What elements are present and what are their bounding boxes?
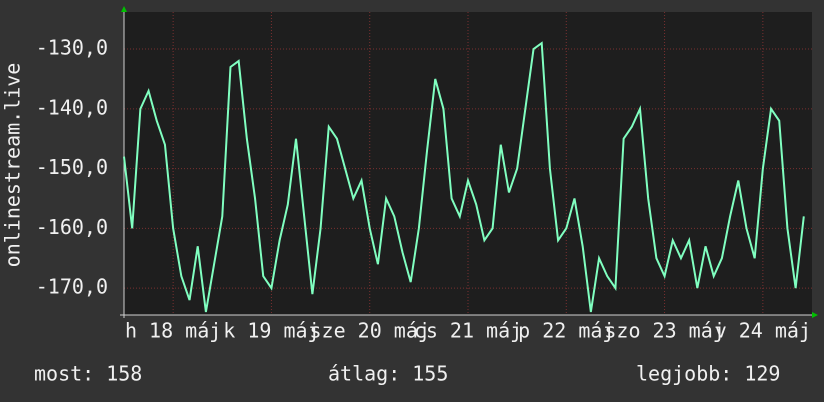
x-tick-label: h 18 máj: [125, 319, 221, 343]
y-tick-label: -140,0: [36, 95, 108, 119]
y-axis-label: onlinestream.live: [1, 63, 25, 268]
y-tick-label: -150,0: [36, 155, 108, 179]
data-line: [123, 41, 805, 313]
y-tick-label: -170,0: [36, 275, 108, 299]
y-tick-label: -160,0: [36, 215, 108, 239]
y-arrow: [121, 6, 127, 12]
stat-label: legjobb:: [636, 362, 732, 386]
stat-value: 158: [106, 362, 142, 386]
x-tick-label: v 24 máj: [715, 319, 811, 343]
x-tick-label: szo 23 máj: [604, 319, 724, 343]
stat-value: 155: [412, 362, 448, 386]
y-tick-label: -130,0: [36, 36, 108, 60]
x-tick-label: cs 21 máj: [414, 319, 522, 343]
x-tick-label: k 19 máj: [223, 319, 319, 343]
stat-value: 129: [744, 362, 780, 386]
stat-label: átlag:: [328, 362, 400, 386]
stat-label: most:: [34, 362, 94, 386]
x-tick-label: sze 20 máj: [310, 319, 430, 343]
x-arrow: [812, 312, 818, 318]
x-tick-label: p 22 máj: [518, 319, 614, 343]
